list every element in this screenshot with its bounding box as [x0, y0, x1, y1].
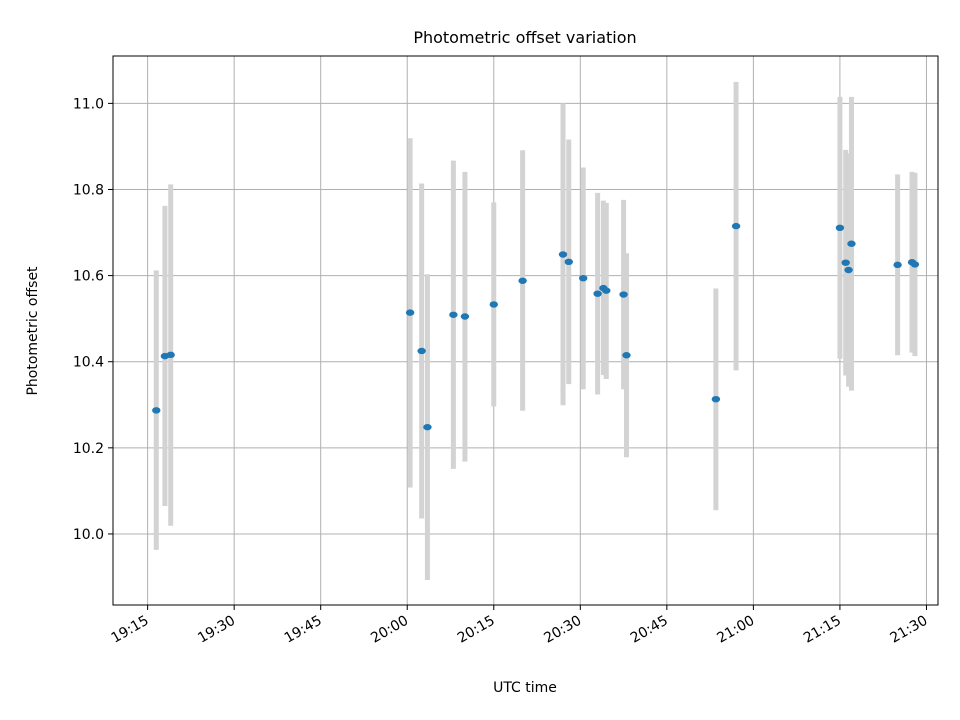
data-point — [578, 274, 588, 282]
data-point — [593, 290, 602, 297]
data-point — [711, 395, 721, 403]
data-point — [423, 423, 432, 431]
y-tick-label: 10.6 — [73, 269, 104, 285]
data-point — [152, 407, 161, 414]
data-point — [619, 291, 628, 298]
data-point — [564, 258, 573, 266]
plot-frame — [112, 55, 939, 606]
data-point — [166, 351, 175, 359]
y-tick-label: 10.8 — [73, 182, 104, 198]
data-point — [910, 261, 920, 268]
data-point — [841, 259, 850, 266]
data-point — [602, 287, 611, 294]
chart-title: Photometric offset variation — [413, 28, 636, 47]
data-point — [518, 277, 527, 284]
data-points — [152, 222, 920, 431]
data-point — [558, 251, 568, 258]
data-point — [622, 352, 631, 359]
data-point — [449, 311, 458, 318]
y-tick-label: 10.4 — [73, 355, 104, 371]
y-axis-label: Photometric offset — [25, 266, 41, 396]
data-point — [835, 224, 845, 232]
y-tick-label: 10.0 — [73, 527, 104, 543]
data-point — [417, 347, 426, 355]
x-axis-label: UTC time — [493, 680, 557, 696]
data-point — [460, 313, 470, 320]
data-point — [847, 240, 856, 247]
data-point — [844, 266, 853, 274]
plot-area — [113, 56, 938, 605]
data-point — [489, 301, 498, 308]
y-axis-ticks: 10.0 10.2 10.4 10.6 10.8 11.0 — [73, 96, 113, 543]
y-tick-label: 10.2 — [73, 441, 104, 457]
data-point — [731, 222, 741, 230]
y-tick-label: 11.0 — [73, 96, 104, 112]
data-point — [893, 261, 902, 269]
data-point — [405, 309, 415, 316]
